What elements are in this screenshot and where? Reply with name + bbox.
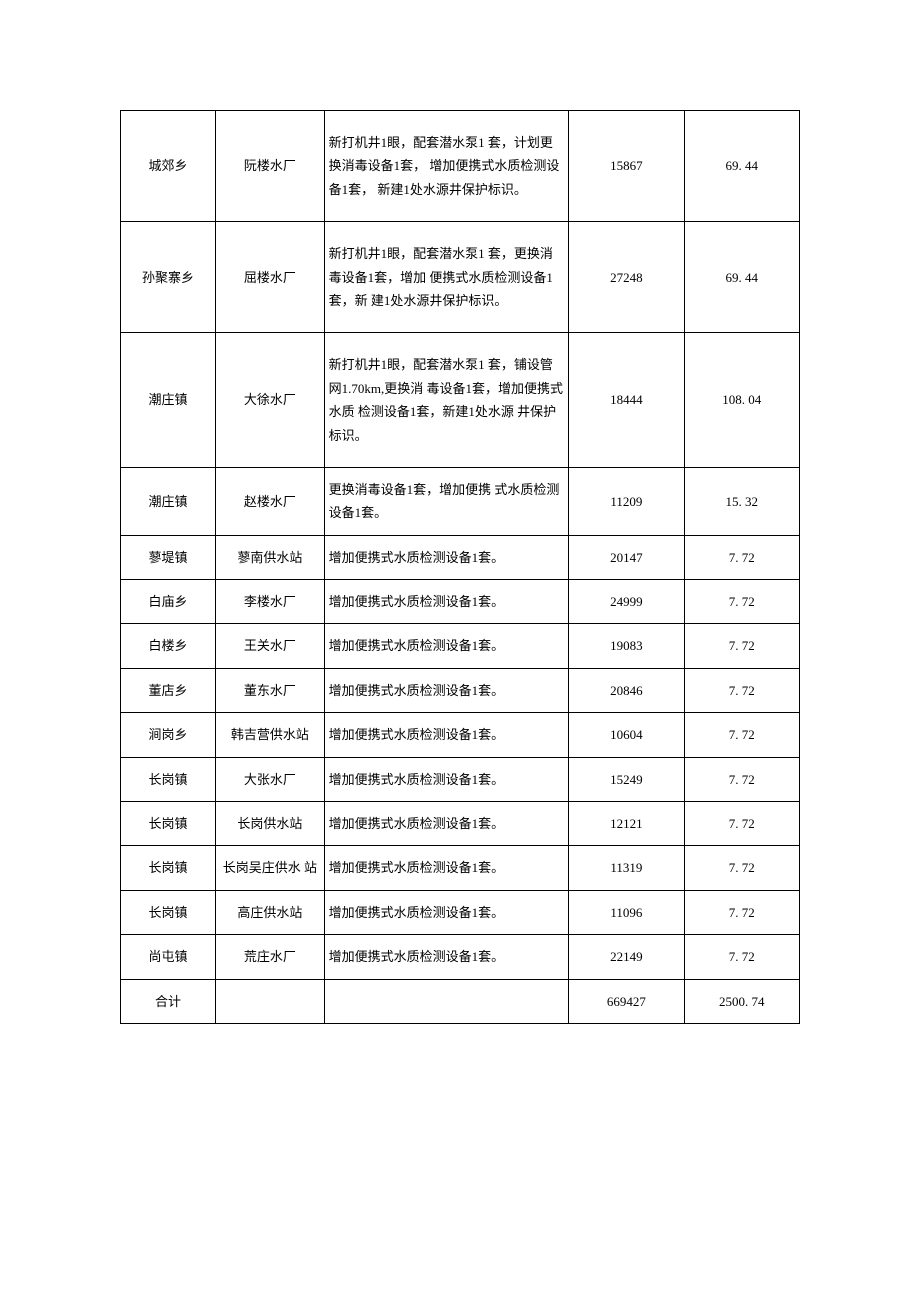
table-row: 长岗镇高庄供水站增加便携式水质检测设备1套。110967. 72 xyxy=(121,890,800,934)
table-cell: 长岗镇 xyxy=(121,846,216,890)
table-cell: 潮庄镇 xyxy=(121,333,216,468)
table-cell xyxy=(324,979,568,1023)
table-cell: 2500. 74 xyxy=(684,979,799,1023)
table-cell: 增加便携式水质检测设备1套。 xyxy=(324,668,568,712)
table-cell: 7. 72 xyxy=(684,935,799,979)
table-cell: 阮楼水厂 xyxy=(216,111,325,222)
table-row: 尚屯镇荒庄水厂增加便携式水质检测设备1套。221497. 72 xyxy=(121,935,800,979)
table-cell: 高庄供水站 xyxy=(216,890,325,934)
table-cell: 11319 xyxy=(569,846,684,890)
table-cell: 20147 xyxy=(569,535,684,579)
table-row: 长岗镇大张水厂增加便携式水质检测设备1套。152497. 72 xyxy=(121,757,800,801)
table-row: 潮庄镇赵楼水厂更换消毒设备1套，增加便携 式水质检测设备1套。1120915. … xyxy=(121,467,800,535)
table-cell: 11096 xyxy=(569,890,684,934)
table-cell: 涧岗乡 xyxy=(121,713,216,757)
table-cell: 长岗镇 xyxy=(121,890,216,934)
table-cell: 长岗镇 xyxy=(121,802,216,846)
table-cell: 屈楼水厂 xyxy=(216,222,325,333)
table-cell: 更换消毒设备1套，增加便携 式水质检测设备1套。 xyxy=(324,467,568,535)
table-cell: 荒庄水厂 xyxy=(216,935,325,979)
table-cell: 城郊乡 xyxy=(121,111,216,222)
table-cell: 7. 72 xyxy=(684,802,799,846)
table-cell: 增加便携式水质检测设备1套。 xyxy=(324,802,568,846)
table-row: 长岗镇长岗吴庄供水 站增加便携式水质检测设备1套。113197. 72 xyxy=(121,846,800,890)
table-cell: 24999 xyxy=(569,580,684,624)
table-cell: 7. 72 xyxy=(684,713,799,757)
table-row: 涧岗乡韩吉营供水站增加便携式水质检测设备1套。106047. 72 xyxy=(121,713,800,757)
table-cell: 增加便携式水质检测设备1套。 xyxy=(324,890,568,934)
table-row: 孙聚寨乡屈楼水厂新打机井1眼，配套潜水泵1 套，更换消毒设备1套，增加 便携式水… xyxy=(121,222,800,333)
table-row: 白楼乡王关水厂增加便携式水质检测设备1套。190837. 72 xyxy=(121,624,800,668)
table-row: 蓼堤镇蓼南供水站增加便携式水质检测设备1套。201477. 72 xyxy=(121,535,800,579)
table-body: 城郊乡阮楼水厂新打机井1眼，配套潜水泵1 套，计划更换消毒设备1套， 增加便携式… xyxy=(121,111,800,1024)
table-cell: 15867 xyxy=(569,111,684,222)
table-cell: 增加便携式水质检测设备1套。 xyxy=(324,757,568,801)
table-cell: 合计 xyxy=(121,979,216,1023)
table-cell: 长岗镇 xyxy=(121,757,216,801)
table-cell: 22149 xyxy=(569,935,684,979)
data-table: 城郊乡阮楼水厂新打机井1眼，配套潜水泵1 套，计划更换消毒设备1套， 增加便携式… xyxy=(120,110,800,1024)
table-cell: 69. 44 xyxy=(684,111,799,222)
table-cell: 新打机井1眼，配套潜水泵1 套，更换消毒设备1套，增加 便携式水质检测设备1套，… xyxy=(324,222,568,333)
table-cell: 韩吉营供水站 xyxy=(216,713,325,757)
table-cell: 7. 72 xyxy=(684,846,799,890)
table-row: 白庙乡李楼水厂增加便携式水质检测设备1套。249997. 72 xyxy=(121,580,800,624)
table-cell: 增加便携式水质检测设备1套。 xyxy=(324,935,568,979)
table-row: 城郊乡阮楼水厂新打机井1眼，配套潜水泵1 套，计划更换消毒设备1套， 增加便携式… xyxy=(121,111,800,222)
table-row: 潮庄镇大徐水厂新打机井1眼，配套潜水泵1 套，铺设管网1.70km,更换消 毒设… xyxy=(121,333,800,468)
table-cell: 董店乡 xyxy=(121,668,216,712)
table-cell: 王关水厂 xyxy=(216,624,325,668)
table-cell: 27248 xyxy=(569,222,684,333)
table-cell: 增加便携式水质检测设备1套。 xyxy=(324,713,568,757)
table-cell: 董东水厂 xyxy=(216,668,325,712)
table-cell: 7. 72 xyxy=(684,624,799,668)
table-cell: 赵楼水厂 xyxy=(216,467,325,535)
table-cell: 15. 32 xyxy=(684,467,799,535)
table-cell: 增加便携式水质检测设备1套。 xyxy=(324,846,568,890)
table-cell: 7. 72 xyxy=(684,757,799,801)
table-cell: 尚屯镇 xyxy=(121,935,216,979)
table-row: 长岗镇长岗供水站增加便携式水质检测设备1套。121217. 72 xyxy=(121,802,800,846)
table-cell: 大张水厂 xyxy=(216,757,325,801)
table-cell: 19083 xyxy=(569,624,684,668)
table-cell: 增加便携式水质检测设备1套。 xyxy=(324,535,568,579)
table-cell: 15249 xyxy=(569,757,684,801)
table-cell: 新打机井1眼，配套潜水泵1 套，铺设管网1.70km,更换消 毒设备1套，增加便… xyxy=(324,333,568,468)
table-cell: 增加便携式水质检测设备1套。 xyxy=(324,624,568,668)
table-cell: 白庙乡 xyxy=(121,580,216,624)
table-cell: 李楼水厂 xyxy=(216,580,325,624)
table-cell: 7. 72 xyxy=(684,890,799,934)
table-cell: 18444 xyxy=(569,333,684,468)
table-cell: 孙聚寨乡 xyxy=(121,222,216,333)
table-cell: 新打机井1眼，配套潜水泵1 套，计划更换消毒设备1套， 增加便携式水质检测设备1… xyxy=(324,111,568,222)
table-cell: 7. 72 xyxy=(684,580,799,624)
table-cell: 7. 72 xyxy=(684,668,799,712)
table-cell: 12121 xyxy=(569,802,684,846)
table-cell: 11209 xyxy=(569,467,684,535)
table-cell: 蓼堤镇 xyxy=(121,535,216,579)
table-row: 合计 6694272500. 74 xyxy=(121,979,800,1023)
table-cell: 108. 04 xyxy=(684,333,799,468)
table-cell: 增加便携式水质检测设备1套。 xyxy=(324,580,568,624)
table-cell: 大徐水厂 xyxy=(216,333,325,468)
table-cell xyxy=(216,979,325,1023)
table-cell: 白楼乡 xyxy=(121,624,216,668)
table-cell: 669427 xyxy=(569,979,684,1023)
table-cell: 蓼南供水站 xyxy=(216,535,325,579)
table-cell: 10604 xyxy=(569,713,684,757)
table-row: 董店乡董东水厂增加便携式水质检测设备1套。208467. 72 xyxy=(121,668,800,712)
table-cell: 7. 72 xyxy=(684,535,799,579)
table-cell: 69. 44 xyxy=(684,222,799,333)
table-cell: 潮庄镇 xyxy=(121,467,216,535)
table-cell: 长岗供水站 xyxy=(216,802,325,846)
table-cell: 长岗吴庄供水 站 xyxy=(216,846,325,890)
table-cell: 20846 xyxy=(569,668,684,712)
